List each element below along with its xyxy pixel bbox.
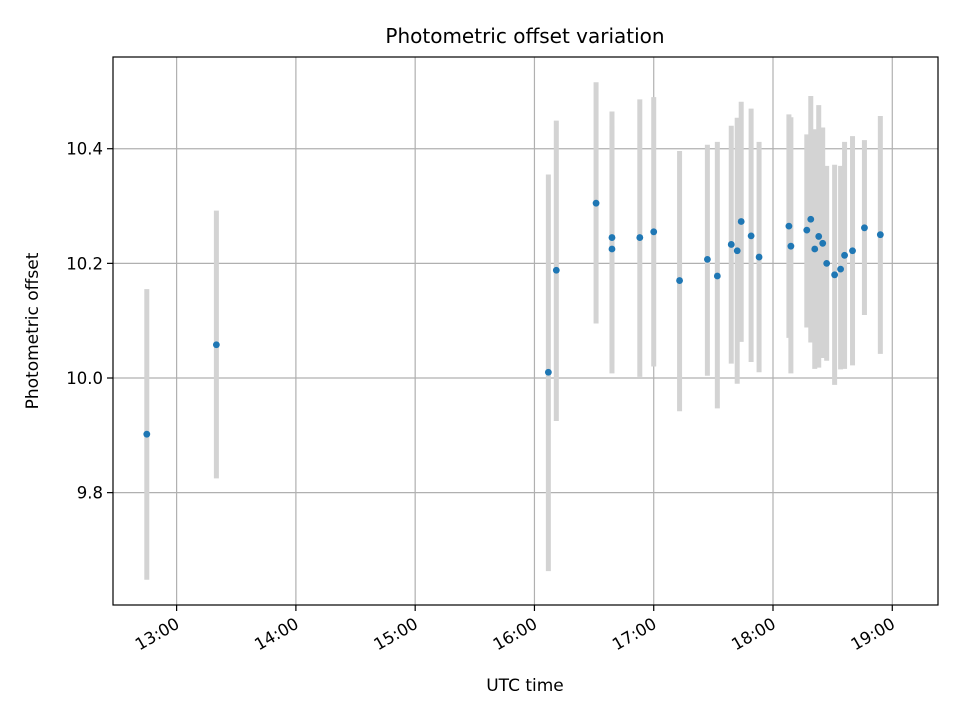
data-point bbox=[713, 272, 721, 280]
grid bbox=[113, 57, 938, 605]
data-point bbox=[608, 245, 616, 253]
y-tick-label: 9.8 bbox=[77, 484, 103, 503]
data-points bbox=[143, 199, 884, 438]
data-point bbox=[727, 241, 735, 248]
data-point bbox=[737, 218, 745, 225]
data-point bbox=[608, 234, 616, 241]
data-point bbox=[703, 255, 711, 263]
chart-title: Photometric offset variation bbox=[385, 24, 664, 48]
data-point bbox=[650, 228, 658, 236]
data-point bbox=[676, 277, 683, 284]
data-point bbox=[876, 231, 884, 239]
data-point bbox=[212, 341, 220, 349]
data-point bbox=[849, 247, 856, 255]
data-point bbox=[803, 226, 811, 234]
data-point bbox=[861, 224, 868, 232]
data-point bbox=[544, 368, 552, 376]
data-point bbox=[733, 247, 741, 255]
data-point bbox=[807, 215, 815, 223]
data-point bbox=[823, 259, 831, 267]
data-point bbox=[837, 265, 844, 273]
data-point bbox=[636, 234, 644, 241]
y-tick-label: 10.2 bbox=[66, 254, 103, 273]
y-axis-label: Photometric offset bbox=[23, 252, 43, 409]
y-tick-label: 10.0 bbox=[66, 369, 103, 388]
data-point bbox=[811, 245, 819, 253]
data-point bbox=[831, 271, 839, 279]
data-point bbox=[747, 232, 755, 240]
y-axis-ticks: 9.8 10.0 10.2 10.4 bbox=[66, 140, 113, 503]
plot-frame bbox=[112, 56, 939, 606]
y-tick-label: 10.4 bbox=[66, 140, 103, 159]
data-point bbox=[592, 199, 600, 207]
x-axis-label: UTC time bbox=[486, 676, 564, 696]
data-point bbox=[841, 251, 848, 259]
data-point bbox=[787, 242, 795, 250]
data-point bbox=[143, 430, 151, 438]
data-point bbox=[815, 233, 823, 240]
data-point bbox=[552, 266, 560, 274]
data-point bbox=[785, 222, 793, 230]
data-point bbox=[755, 253, 763, 261]
data-point bbox=[819, 239, 827, 247]
